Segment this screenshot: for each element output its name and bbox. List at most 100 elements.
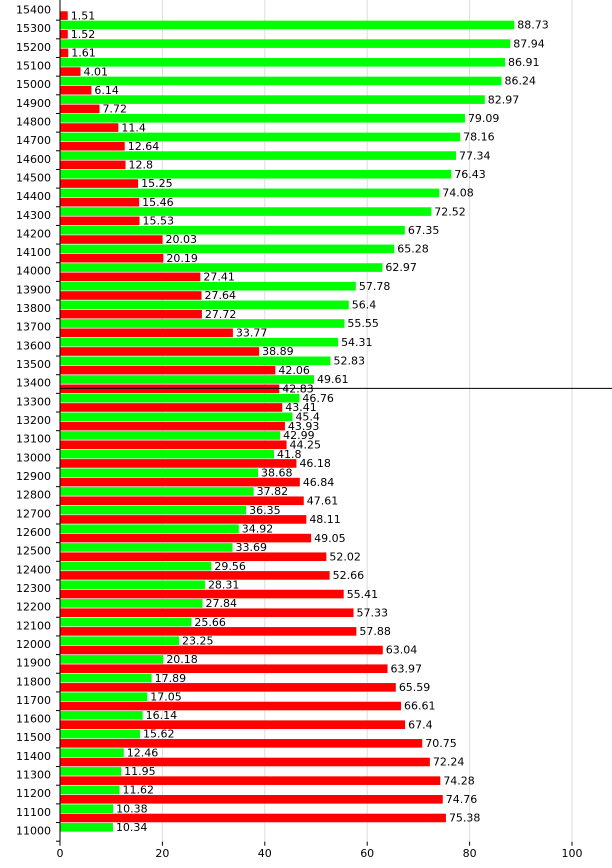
value-labels: 88.73 87.94 86.91 86.24 82.97 79.09 78.16 77.34… bbox=[71, 9, 549, 834]
bar bbox=[60, 337, 339, 347]
bar bbox=[60, 113, 465, 123]
y-tick-label: 15200 bbox=[16, 41, 51, 54]
bar bbox=[60, 67, 81, 76]
bar-value-label: 65.28 bbox=[397, 243, 429, 256]
bar bbox=[60, 692, 148, 702]
bar-value-label: 43.41 bbox=[285, 401, 317, 414]
bar-value-label: 77.34 bbox=[459, 149, 491, 162]
bar-value-label: 29.56 bbox=[214, 560, 246, 573]
y-tick-label: 14500 bbox=[16, 171, 51, 184]
y-tick-label: 14300 bbox=[16, 209, 51, 222]
bar-value-label: 70.75 bbox=[425, 737, 457, 750]
bar bbox=[60, 300, 349, 310]
bar-value-label: 88.73 bbox=[517, 19, 549, 32]
bar bbox=[60, 48, 69, 58]
bar bbox=[60, 645, 383, 655]
bar bbox=[60, 533, 312, 543]
bar-value-label: 63.97 bbox=[391, 662, 423, 675]
bar bbox=[60, 561, 212, 571]
bar bbox=[60, 39, 511, 48]
bar-value-label: 48.11 bbox=[309, 513, 341, 526]
bar bbox=[60, 20, 515, 30]
bar bbox=[60, 571, 330, 580]
x-tick-label: 100 bbox=[562, 847, 583, 860]
bar-value-label: 7.72 bbox=[103, 103, 128, 116]
y-tick-label: 14900 bbox=[16, 97, 51, 110]
bar-value-label: 38.68 bbox=[261, 467, 293, 480]
bar-value-label: 28.31 bbox=[208, 578, 240, 591]
y-tick-label: 11800 bbox=[16, 675, 51, 688]
bar-value-label: 72.52 bbox=[434, 205, 466, 218]
bar-value-label: 74.08 bbox=[442, 187, 474, 200]
bar bbox=[60, 272, 201, 282]
y-tick-label: 14100 bbox=[16, 246, 51, 259]
axes-group: 0 20 40 60 80 100 15400 15300 15200 15100 15000 149… bbox=[16, 0, 612, 860]
y-tick-label: 11100 bbox=[16, 806, 51, 819]
bar-value-label: 86.24 bbox=[505, 75, 537, 88]
x-tick-label: 0 bbox=[57, 847, 64, 860]
bar-value-label: 27.41 bbox=[203, 271, 235, 284]
bar bbox=[60, 104, 100, 114]
bar-value-label: 15.53 bbox=[143, 215, 175, 228]
bar bbox=[60, 132, 461, 142]
bar-value-label: 42.99 bbox=[283, 429, 315, 442]
bar-value-label: 36.35 bbox=[249, 504, 281, 517]
y-tick-label: 12200 bbox=[16, 601, 51, 614]
y-tick-label: 11700 bbox=[16, 694, 51, 707]
bar-value-label: 34.92 bbox=[242, 522, 274, 535]
bar bbox=[60, 636, 180, 646]
bar bbox=[60, 76, 502, 86]
bar-value-label: 20.18 bbox=[166, 653, 198, 666]
bar-value-label: 46.84 bbox=[303, 476, 335, 489]
bar-value-label: 27.64 bbox=[205, 289, 237, 302]
bar bbox=[60, 673, 152, 683]
bar bbox=[60, 179, 139, 188]
y-tick-label: 12100 bbox=[16, 619, 51, 632]
bar-value-label: 62.97 bbox=[385, 261, 417, 274]
bar-value-label: 46.76 bbox=[302, 392, 334, 405]
y-tick-label: 13200 bbox=[16, 414, 51, 427]
bar bbox=[60, 263, 383, 272]
y-tick-label: 15000 bbox=[16, 78, 51, 91]
bar bbox=[60, 757, 430, 767]
y-tick-label: 11400 bbox=[16, 750, 51, 763]
bar-value-label: 15.25 bbox=[141, 177, 173, 190]
y-tick-label: 14000 bbox=[16, 265, 51, 278]
bar bbox=[60, 813, 446, 823]
bar bbox=[60, 412, 293, 422]
x-tick-label: 20 bbox=[155, 847, 169, 860]
bar-value-label: 57.88 bbox=[359, 625, 391, 638]
bar-value-label: 75.38 bbox=[449, 812, 481, 825]
bar-value-label: 25.66 bbox=[194, 616, 226, 629]
bar-value-label: 16.14 bbox=[146, 709, 178, 722]
y-tick-label: 12500 bbox=[16, 545, 51, 558]
bar bbox=[60, 785, 120, 795]
bar bbox=[60, 29, 68, 39]
bar-value-label: 37.82 bbox=[257, 485, 289, 498]
bar-value-label: 11.62 bbox=[122, 784, 154, 797]
bar-value-label: 1.51 bbox=[71, 9, 96, 22]
y-tick-label: 12900 bbox=[16, 470, 51, 483]
y-tick-label: 15300 bbox=[16, 22, 51, 35]
bar-value-label: 54.31 bbox=[341, 336, 373, 349]
bar bbox=[60, 141, 125, 151]
bar-value-label: 33.69 bbox=[235, 541, 267, 554]
bar bbox=[60, 505, 247, 515]
bar bbox=[60, 85, 92, 95]
bar bbox=[60, 552, 327, 562]
bar bbox=[60, 487, 254, 496]
y-tick-label: 11500 bbox=[16, 731, 51, 744]
bar-value-label: 4.01 bbox=[84, 65, 109, 78]
bar-value-label: 10.34 bbox=[116, 821, 147, 834]
bar bbox=[60, 720, 406, 729]
bar-value-label: 11.95 bbox=[124, 765, 155, 778]
y-tick-label: 13500 bbox=[16, 358, 51, 371]
bar-value-label: 76.43 bbox=[454, 168, 486, 181]
bar bbox=[60, 599, 203, 608]
y-tick-label: 14800 bbox=[16, 115, 51, 128]
y-tick-label: 14700 bbox=[16, 134, 51, 147]
bar bbox=[60, 11, 68, 20]
y-tick-label: 13700 bbox=[16, 321, 51, 334]
bar-value-label: 78.16 bbox=[463, 131, 495, 144]
bar bbox=[60, 225, 405, 235]
